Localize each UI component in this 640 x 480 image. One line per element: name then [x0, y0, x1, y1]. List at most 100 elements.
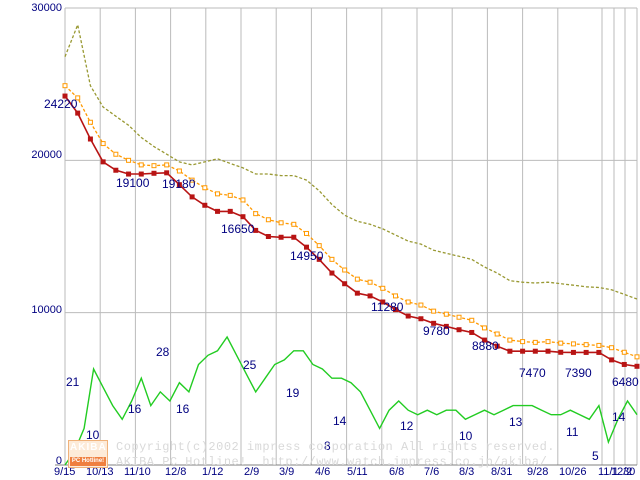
gridlines: [55, 7, 638, 466]
series-count-green: [64, 335, 638, 466]
data-point-marker: [253, 227, 259, 233]
data-point-marker: [75, 110, 81, 116]
data-point-marker: [609, 345, 615, 351]
data-point-marker: [227, 208, 233, 214]
green-value-label-10: 10: [459, 429, 473, 443]
watermark-url: AKIBA PC Hotline! http://www.watch.impre…: [116, 455, 548, 469]
x-axis-tick-12: 8/31: [491, 466, 513, 478]
x-axis-tick-16: 12/2: [611, 466, 633, 478]
data-point-marker: [596, 349, 602, 355]
data-point-marker: [520, 348, 526, 354]
x-axis-tick-5: 2/9: [244, 466, 260, 478]
data-point-marker: [113, 167, 119, 173]
red-value-label-3: 16650: [221, 222, 255, 236]
data-point-marker: [164, 162, 170, 168]
data-point-marker: [138, 171, 144, 177]
data-point-marker: [316, 243, 322, 249]
data-point-marker: [583, 342, 589, 348]
watermark-copyright: Copyright(c)2002 impress corporation All…: [116, 440, 555, 454]
green-value-label-13: 5: [592, 449, 599, 463]
data-point-marker: [202, 202, 208, 208]
x-axis-tick-1: 10/13: [86, 466, 114, 478]
data-point-marker: [240, 197, 246, 203]
red-value-label-2: 19180: [162, 177, 196, 191]
data-point-marker: [481, 337, 487, 343]
data-point-marker: [227, 192, 233, 198]
data-point-marker: [265, 217, 271, 223]
green-value-label-8: 8: [324, 439, 331, 453]
data-point-marker: [609, 357, 615, 363]
x-axis-tick-6: 3/9: [279, 466, 295, 478]
data-point-marker: [405, 299, 411, 305]
data-point-marker: [418, 316, 424, 322]
data-point-marker: [62, 93, 68, 99]
data-point-marker: [329, 256, 335, 262]
data-point-marker: [583, 349, 589, 355]
red-value-label-6: 9780: [423, 324, 450, 338]
x-axis-tick-17: 30: [623, 466, 636, 478]
red-value-label-4: 14950: [290, 249, 324, 263]
data-point-marker: [380, 285, 386, 291]
red-value-label-8: 7470: [519, 366, 546, 380]
data-point-marker: [545, 348, 551, 354]
red-value-label-10: 6480: [612, 375, 639, 389]
data-point-marker: [570, 349, 576, 355]
data-point-marker: [215, 208, 221, 214]
y-axis-tick-3: 0: [55, 455, 62, 467]
green-value-label-9: 12: [400, 419, 414, 433]
data-point-marker: [634, 363, 640, 369]
data-point-marker: [176, 182, 182, 188]
series-price-high-olive: [64, 22, 638, 300]
data-point-marker: [291, 234, 297, 240]
data-point-marker: [634, 354, 640, 360]
data-point-marker: [469, 329, 475, 335]
x-axis-tick-8: 5/11: [347, 466, 368, 478]
data-point-marker: [380, 299, 386, 305]
data-point-marker: [113, 151, 119, 157]
data-point-marker: [87, 136, 93, 142]
data-point-marker: [189, 177, 195, 183]
x-axis-tick-11: 8/3: [459, 466, 475, 478]
data-point-marker: [621, 349, 627, 355]
x-axis-tick-0: 9/15: [54, 466, 76, 478]
series-price-avg-orange-markers: [62, 83, 640, 360]
red-value-label-9: 7390: [565, 366, 592, 380]
x-axis-tick-9: 6/8: [389, 466, 405, 478]
data-point-marker: [405, 313, 411, 319]
data-point-marker: [215, 191, 221, 197]
x-axis-tick-7: 4/6: [315, 466, 331, 478]
y-axis-tick-0: 30000: [31, 2, 62, 14]
data-point-marker: [392, 293, 398, 299]
green-value-label-14: 14: [612, 410, 626, 424]
data-point-marker: [545, 339, 551, 345]
data-point-marker: [151, 163, 157, 169]
data-point-marker: [329, 270, 335, 276]
data-point-marker: [418, 302, 424, 308]
data-point-marker: [367, 293, 373, 299]
x-axis-tick-10: 7/6: [424, 466, 440, 478]
data-point-marker: [520, 339, 526, 345]
green-value-label-3: 28: [156, 345, 170, 359]
red-value-label-5: 11280: [371, 300, 404, 314]
data-point-marker: [570, 341, 576, 347]
data-point-marker: [316, 256, 322, 262]
data-point-marker: [621, 361, 627, 367]
data-point-marker: [62, 83, 68, 89]
data-series: [62, 22, 640, 466]
data-point-marker: [253, 211, 259, 217]
data-point-marker: [278, 234, 284, 240]
data-point-marker: [456, 314, 462, 320]
data-point-marker: [532, 339, 538, 345]
data-point-marker: [558, 340, 564, 346]
data-point-marker: [532, 348, 538, 354]
data-point-marker: [304, 230, 310, 236]
series-price-low-red: [64, 95, 638, 368]
data-point-marker: [291, 221, 297, 227]
green-value-label-4: 16: [176, 402, 190, 416]
green-value-label-7: 14: [333, 414, 347, 428]
data-point-marker: [100, 141, 106, 147]
data-point-marker: [176, 168, 182, 174]
series-price-avg-orange: [64, 85, 638, 358]
